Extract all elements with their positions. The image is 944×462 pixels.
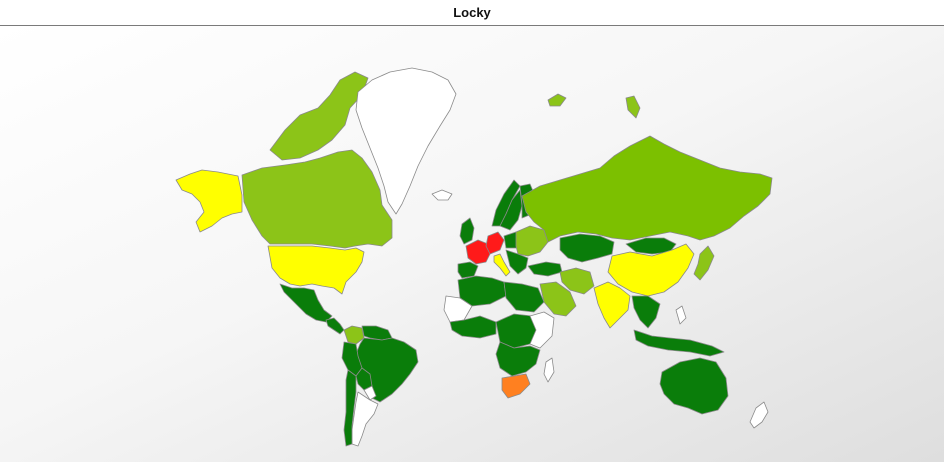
uk[interactable] (459, 217, 475, 245)
south-africa[interactable] (501, 373, 531, 399)
philippines[interactable] (675, 305, 687, 325)
russia[interactable] (521, 135, 773, 243)
italy[interactable] (493, 253, 511, 277)
china[interactable] (607, 243, 695, 297)
japan[interactable] (693, 245, 715, 281)
balkans[interactable] (505, 249, 529, 275)
usa[interactable] (267, 245, 365, 295)
chile[interactable] (343, 369, 357, 447)
arabian-peninsula[interactable] (539, 281, 577, 317)
svalbard[interactable] (547, 93, 567, 107)
mexico[interactable] (279, 283, 333, 323)
west-africa[interactable] (449, 315, 497, 339)
southeast-asia[interactable] (631, 295, 661, 329)
colombia[interactable] (343, 325, 365, 345)
greenland[interactable] (355, 67, 457, 215)
indonesia[interactable] (633, 329, 725, 357)
alaska[interactable] (175, 169, 243, 233)
chart-title: Locky (453, 5, 491, 20)
madagascar[interactable] (543, 357, 555, 383)
australia[interactable] (659, 357, 729, 415)
central-america[interactable] (325, 317, 345, 335)
iceland[interactable] (431, 189, 453, 201)
kazakhstan[interactable] (559, 233, 615, 263)
canada[interactable] (241, 149, 393, 249)
paraguay[interactable] (363, 385, 377, 401)
turkey[interactable] (527, 261, 563, 277)
north-africa-east[interactable] (503, 281, 545, 313)
title-bar: Locky (0, 0, 944, 26)
india[interactable] (593, 281, 631, 329)
novaya-zemlya[interactable] (625, 95, 641, 119)
germany[interactable] (485, 231, 505, 255)
iran[interactable] (559, 267, 595, 295)
argentina[interactable] (351, 391, 379, 447)
eastern-europe[interactable] (515, 225, 549, 257)
world-map-area (0, 26, 944, 462)
world-map (175, 67, 773, 447)
southern-africa[interactable] (495, 341, 541, 377)
spain[interactable] (457, 261, 479, 279)
france[interactable] (465, 239, 491, 265)
new-zealand[interactable] (749, 401, 769, 429)
canada-arctic-islands[interactable] (269, 71, 369, 161)
east-africa[interactable] (529, 311, 555, 349)
mongolia[interactable] (625, 237, 677, 255)
